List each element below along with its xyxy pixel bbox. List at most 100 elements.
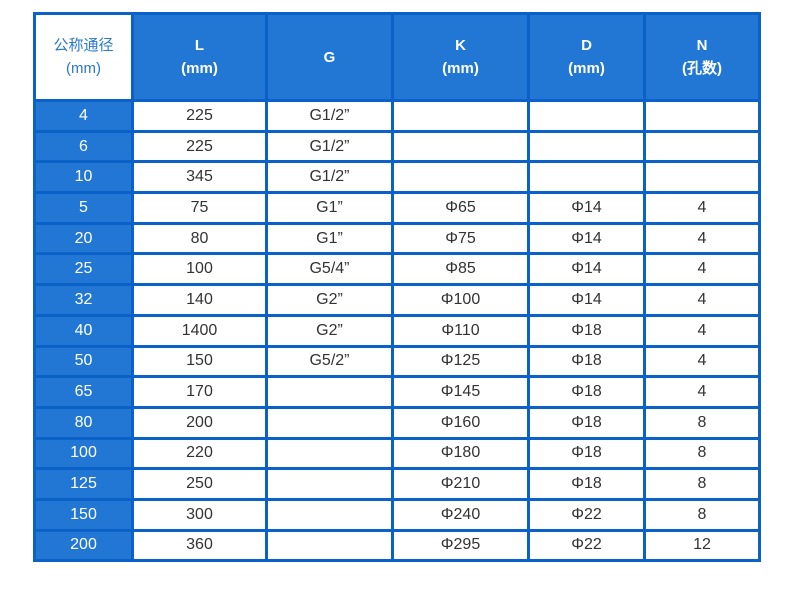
table-row: 5 75 G1” Φ65 Φ14 4 <box>33 191 761 225</box>
cell-d: Φ18 <box>527 405 646 440</box>
cell-d: Φ14 <box>527 283 646 317</box>
header-n: N (孔数) <box>643 12 761 102</box>
cell-d: Φ14 <box>527 191 646 225</box>
header-label: K <box>455 37 466 54</box>
cell-g: G5/2” <box>265 344 394 379</box>
cell-l: 100 <box>131 252 268 287</box>
cell-k: Φ240 <box>391 497 530 532</box>
cell-k: Φ75 <box>391 221 530 256</box>
header-label: G <box>323 48 336 66</box>
header-nominal-diameter: 公称通径 (mm) <box>33 12 134 102</box>
table-row: 4 225 G1/2” <box>33 99 761 133</box>
cell-nominal-diameter: 6 <box>33 129 134 164</box>
header-label: 公称通径 <box>53 37 114 54</box>
header-d: D (mm) <box>527 12 646 102</box>
header-row: 公称通径 (mm) L (mm) G K (mm) D (mm) N (孔数) <box>33 12 761 102</box>
cell-d: Φ14 <box>527 221 646 256</box>
header-k: K (mm) <box>391 12 530 102</box>
table-row: 200 360 Φ295 Φ22 12 <box>33 528 761 563</box>
cell-l: 225 <box>131 129 268 164</box>
cell-g: G1” <box>265 191 394 225</box>
table-row: 125 250 Φ210 Φ18 8 <box>33 467 761 501</box>
header-unit: (mm) <box>442 60 479 77</box>
cell-g: G2” <box>265 313 394 348</box>
cell-k: Φ85 <box>391 252 530 287</box>
header-label: N <box>696 37 708 54</box>
cell-n: 4 <box>643 283 761 317</box>
cell-g: G1/2” <box>265 160 394 195</box>
cell-nominal-diameter: 150 <box>33 497 134 532</box>
cell-n: 4 <box>643 313 761 348</box>
cell-g: G2” <box>265 283 394 317</box>
header-unit: (mm) <box>66 60 101 77</box>
cell-l: 225 <box>131 99 268 133</box>
table-row: 10 345 G1/2” <box>33 160 761 195</box>
table-row: 100 220 Φ180 Φ18 8 <box>33 436 761 471</box>
cell-n: 8 <box>643 467 761 501</box>
cell-l: 345 <box>131 160 268 195</box>
cell-n: 8 <box>643 497 761 532</box>
header-label: L <box>194 37 205 54</box>
cell-n: 4 <box>643 344 761 379</box>
cell-k: Φ210 <box>391 467 530 501</box>
cell-n: 8 <box>643 436 761 471</box>
cell-g: G5/4” <box>265 252 394 287</box>
cell-d: Φ22 <box>527 497 646 532</box>
cell-nominal-diameter: 100 <box>33 436 134 471</box>
cell-k <box>391 99 530 133</box>
table-row: 20 80 G1” Φ75 Φ14 4 <box>33 221 761 256</box>
cell-k: Φ100 <box>391 283 530 317</box>
cell-d: Φ18 <box>527 313 646 348</box>
cell-nominal-diameter: 20 <box>33 221 134 256</box>
cell-g <box>265 467 394 501</box>
cell-d <box>527 129 646 164</box>
cell-nominal-diameter: 80 <box>33 405 134 440</box>
cell-nominal-diameter: 5 <box>33 191 134 225</box>
header-g: G <box>265 12 394 102</box>
cell-n: 4 <box>643 252 761 287</box>
cell-l: 250 <box>131 467 268 501</box>
cell-g: G1/2” <box>265 99 394 133</box>
cell-l: 1400 <box>131 313 268 348</box>
cell-l: 75 <box>131 191 268 225</box>
table-row: 80 200 Φ160 Φ18 8 <box>33 405 761 440</box>
cell-k: Φ125 <box>391 344 530 379</box>
header-l: L (mm) <box>131 12 268 102</box>
cell-n: 4 <box>643 221 761 256</box>
cell-l: 80 <box>131 221 268 256</box>
cell-nominal-diameter: 125 <box>33 467 134 501</box>
cell-d <box>527 99 646 133</box>
table-row: 40 1400 G2” Φ110 Φ18 4 <box>33 313 761 348</box>
table-row: 150 300 Φ240 Φ22 8 <box>33 497 761 532</box>
spec-table: 公称通径 (mm) L (mm) G K (mm) D (mm) N (孔数) 4 225 G1/2” 6… <box>33 12 761 563</box>
cell-k <box>391 160 530 195</box>
cell-d: Φ18 <box>527 436 646 471</box>
cell-g <box>265 497 394 532</box>
table-row: 6 225 G1/2” <box>33 129 761 164</box>
cell-k: Φ295 <box>391 528 530 563</box>
cell-n: 4 <box>643 375 761 409</box>
cell-nominal-diameter: 65 <box>33 375 134 409</box>
cell-d: Φ18 <box>527 344 646 379</box>
cell-l: 140 <box>131 283 268 317</box>
header-unit: (mm) <box>181 60 218 77</box>
cell-g: G1” <box>265 221 394 256</box>
cell-g <box>265 528 394 563</box>
cell-n: 4 <box>643 191 761 225</box>
cell-n <box>643 99 761 133</box>
cell-nominal-diameter: 25 <box>33 252 134 287</box>
cell-n: 8 <box>643 405 761 440</box>
cell-nominal-diameter: 10 <box>33 160 134 195</box>
cell-n <box>643 160 761 195</box>
cell-g <box>265 375 394 409</box>
cell-g <box>265 436 394 471</box>
cell-nominal-diameter: 32 <box>33 283 134 317</box>
cell-nominal-diameter: 200 <box>33 528 134 563</box>
cell-nominal-diameter: 40 <box>33 313 134 348</box>
cell-k: Φ180 <box>391 436 530 471</box>
cell-l: 170 <box>131 375 268 409</box>
cell-d: Φ18 <box>527 375 646 409</box>
table-row: 50 150 G5/2” Φ125 Φ18 4 <box>33 344 761 379</box>
cell-k: Φ65 <box>391 191 530 225</box>
cell-l: 150 <box>131 344 268 379</box>
